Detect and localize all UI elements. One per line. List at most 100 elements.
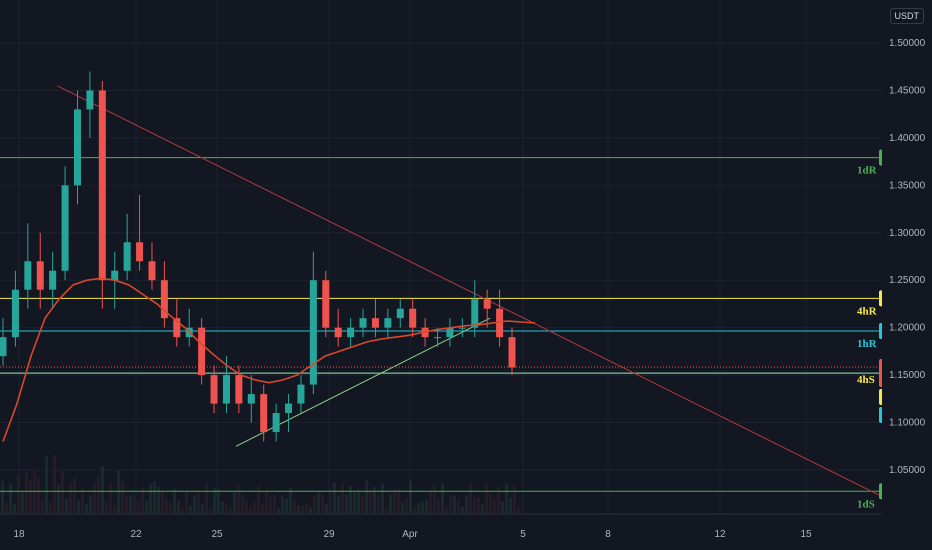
time-tick-label: 29 <box>323 529 335 540</box>
price-tick-label: 1.20000 <box>889 323 926 334</box>
candle-body <box>98 90 106 281</box>
volume-bar <box>389 494 392 514</box>
volume-bar <box>473 496 476 514</box>
candle-body <box>260 394 268 433</box>
volume-bar <box>517 505 520 514</box>
volume-bar <box>197 491 200 514</box>
volume-bar <box>329 489 332 514</box>
volume-bar <box>237 484 240 514</box>
candle-body <box>123 242 131 271</box>
candle-body <box>49 270 57 290</box>
candle-body <box>322 280 330 328</box>
candle-body <box>272 413 280 433</box>
volume-bar <box>425 499 428 514</box>
time-axis[interactable]: 18 22 25 29 Apr 5 8 12 15 <box>0 513 882 540</box>
candle-body <box>86 90 94 110</box>
price-tick-label: 1.40000 <box>889 133 926 144</box>
volume-bar <box>189 505 192 514</box>
volume-bar <box>429 491 432 514</box>
candle-body <box>11 289 19 338</box>
price-axis[interactable]: 1.05000 1.10000 1.15000 1.20000 1.25000 1.300… <box>882 0 932 550</box>
volume-bar <box>321 493 324 514</box>
level-label: 1hR <box>857 338 878 350</box>
volume-bar <box>485 484 488 514</box>
volume-bar <box>401 502 404 514</box>
volume-bar <box>149 483 152 514</box>
candle-body <box>173 318 181 338</box>
candle-body <box>61 185 69 271</box>
candle-body <box>24 261 32 290</box>
level-lines <box>0 157 882 492</box>
price-tick-label: 1.25000 <box>889 275 926 286</box>
time-tick-label: 15 <box>800 529 812 540</box>
volume-bar <box>213 488 216 514</box>
volume-bar <box>57 484 60 514</box>
candle-body <box>222 375 230 404</box>
volume-bar <box>157 487 160 514</box>
candle-body <box>36 261 44 290</box>
volume-bar <box>313 495 316 514</box>
volume-bar <box>45 456 48 514</box>
candle-body <box>111 270 119 281</box>
volume-bar <box>73 477 76 514</box>
volume-bar <box>357 490 360 514</box>
volume-bar <box>465 495 468 514</box>
volume-bar <box>17 475 20 514</box>
volume-bar <box>5 501 8 514</box>
volume-bar <box>169 501 172 514</box>
volume-bar <box>65 498 68 514</box>
candle-body <box>359 318 367 328</box>
volume-bar <box>245 500 248 514</box>
volume-bar <box>513 485 516 514</box>
candle-body <box>334 327 342 338</box>
candle-body <box>347 327 355 338</box>
descending-trendline <box>56 85 883 498</box>
volume-bar <box>481 504 484 514</box>
volume-bar <box>29 480 32 514</box>
level-label: 4hS <box>857 374 875 386</box>
candle-body <box>458 327 466 329</box>
volume-bar <box>1 481 4 514</box>
volume-bar <box>9 483 12 514</box>
candle-body <box>434 337 442 339</box>
volume-bar <box>345 494 348 514</box>
volume-bar <box>81 488 84 514</box>
volume-bar <box>105 500 108 514</box>
price-tick-label: 1.45000 <box>889 85 926 96</box>
volume-bar <box>417 502 420 514</box>
candle-body <box>148 261 156 281</box>
volume-bar <box>353 492 356 514</box>
candle-body <box>0 337 7 357</box>
volume-bar <box>129 495 132 514</box>
volume-bar <box>297 505 300 514</box>
volume-bar <box>173 488 176 514</box>
candle-body <box>297 384 305 404</box>
volume-bar <box>273 494 276 514</box>
volume-bar <box>501 501 504 514</box>
volume-bar <box>445 505 448 514</box>
time-tick-label: 5 <box>520 529 526 540</box>
volume-bar <box>449 494 452 514</box>
volume-bar <box>317 492 320 514</box>
volume-bar <box>437 498 440 514</box>
volume-bar <box>405 499 408 514</box>
volume-bar <box>33 471 36 514</box>
volume-bar <box>381 483 384 514</box>
volume-bar <box>133 495 136 514</box>
volume-bar <box>261 503 264 514</box>
volume-bar <box>337 495 340 514</box>
grid <box>0 0 882 514</box>
currency-badge[interactable]: USDT <box>889 8 924 24</box>
candles <box>0 71 516 442</box>
volume-bar <box>397 489 400 514</box>
volume-bar <box>365 480 368 514</box>
candle-body <box>508 337 516 368</box>
time-tick-label: 12 <box>714 529 726 540</box>
candle-body <box>471 299 479 328</box>
time-tick-label: Apr <box>402 529 418 540</box>
volume-bar <box>457 498 460 514</box>
volume-bar <box>41 498 44 514</box>
time-tick-label: 18 <box>13 529 25 540</box>
volume-bar <box>25 471 28 514</box>
